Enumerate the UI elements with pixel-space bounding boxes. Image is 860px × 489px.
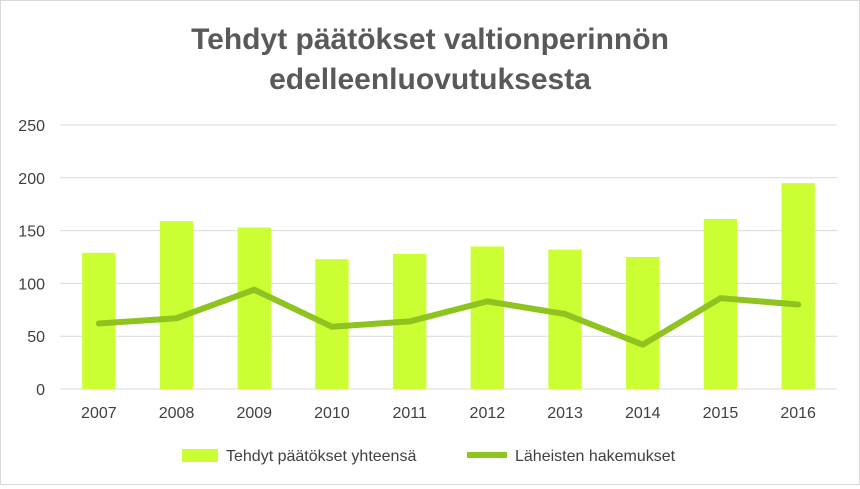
legend: Tehdyt päätökset yhteensä Läheisten hake… [182, 448, 676, 465]
line-point-2009 [251, 286, 258, 293]
line-point-2014 [639, 341, 646, 348]
x-tick-2015: 2015 [703, 405, 739, 422]
x-tick-2010: 2010 [314, 405, 350, 422]
legend-bar-label: Tehdyt päätökset yhteensä [226, 448, 416, 465]
x-tick-2011: 2011 [392, 405, 427, 422]
line-point-2007 [95, 320, 102, 327]
legend-line-label: Läheisten hakemukset [515, 448, 676, 465]
legend-bar-swatch [182, 449, 218, 462]
bar-2014 [626, 257, 660, 389]
y-tick-100: 100 [18, 276, 45, 293]
chart-title-line-2: edelleenluovutuksesta [269, 63, 591, 96]
line-point-2011 [406, 318, 413, 325]
bar-2009 [237, 227, 271, 389]
x-tick-2016: 2016 [780, 405, 816, 422]
x-tick-2009: 2009 [236, 405, 272, 422]
x-tick-2014: 2014 [625, 405, 661, 422]
y-tick-150: 150 [18, 224, 45, 241]
x-tick-2012: 2012 [470, 405, 506, 422]
y-tick-200: 200 [18, 171, 45, 188]
line-series [95, 286, 802, 348]
bar-series [82, 183, 815, 389]
x-tick-2007: 2007 [81, 405, 117, 422]
bar-2008 [159, 221, 194, 389]
y-tick-0: 0 [36, 382, 45, 399]
x-tick-2008: 2008 [159, 405, 195, 422]
line-point-2016 [795, 301, 802, 308]
y-tick-250: 250 [18, 118, 45, 135]
x-axis-ticks: 2007 2008 2009 2010 2011 2012 2013 2014 2015 2016 [81, 405, 816, 422]
line-point-2010 [328, 323, 335, 330]
line-point-2015 [717, 295, 724, 302]
line-point-2012 [484, 298, 491, 305]
bar-2012 [470, 246, 505, 389]
x-tick-2013: 2013 [547, 405, 583, 422]
line-point-2013 [562, 311, 569, 318]
bar-2016 [781, 183, 815, 389]
y-axis-ticks: 0 50 100 150 200 250 [18, 118, 45, 399]
line-point-2008 [173, 315, 180, 322]
line-laheisten-hakemukset [95, 286, 802, 348]
chart-title-line-1: Tehdyt päätökset valtionperinnön [191, 23, 669, 56]
y-tick-50: 50 [27, 329, 45, 346]
